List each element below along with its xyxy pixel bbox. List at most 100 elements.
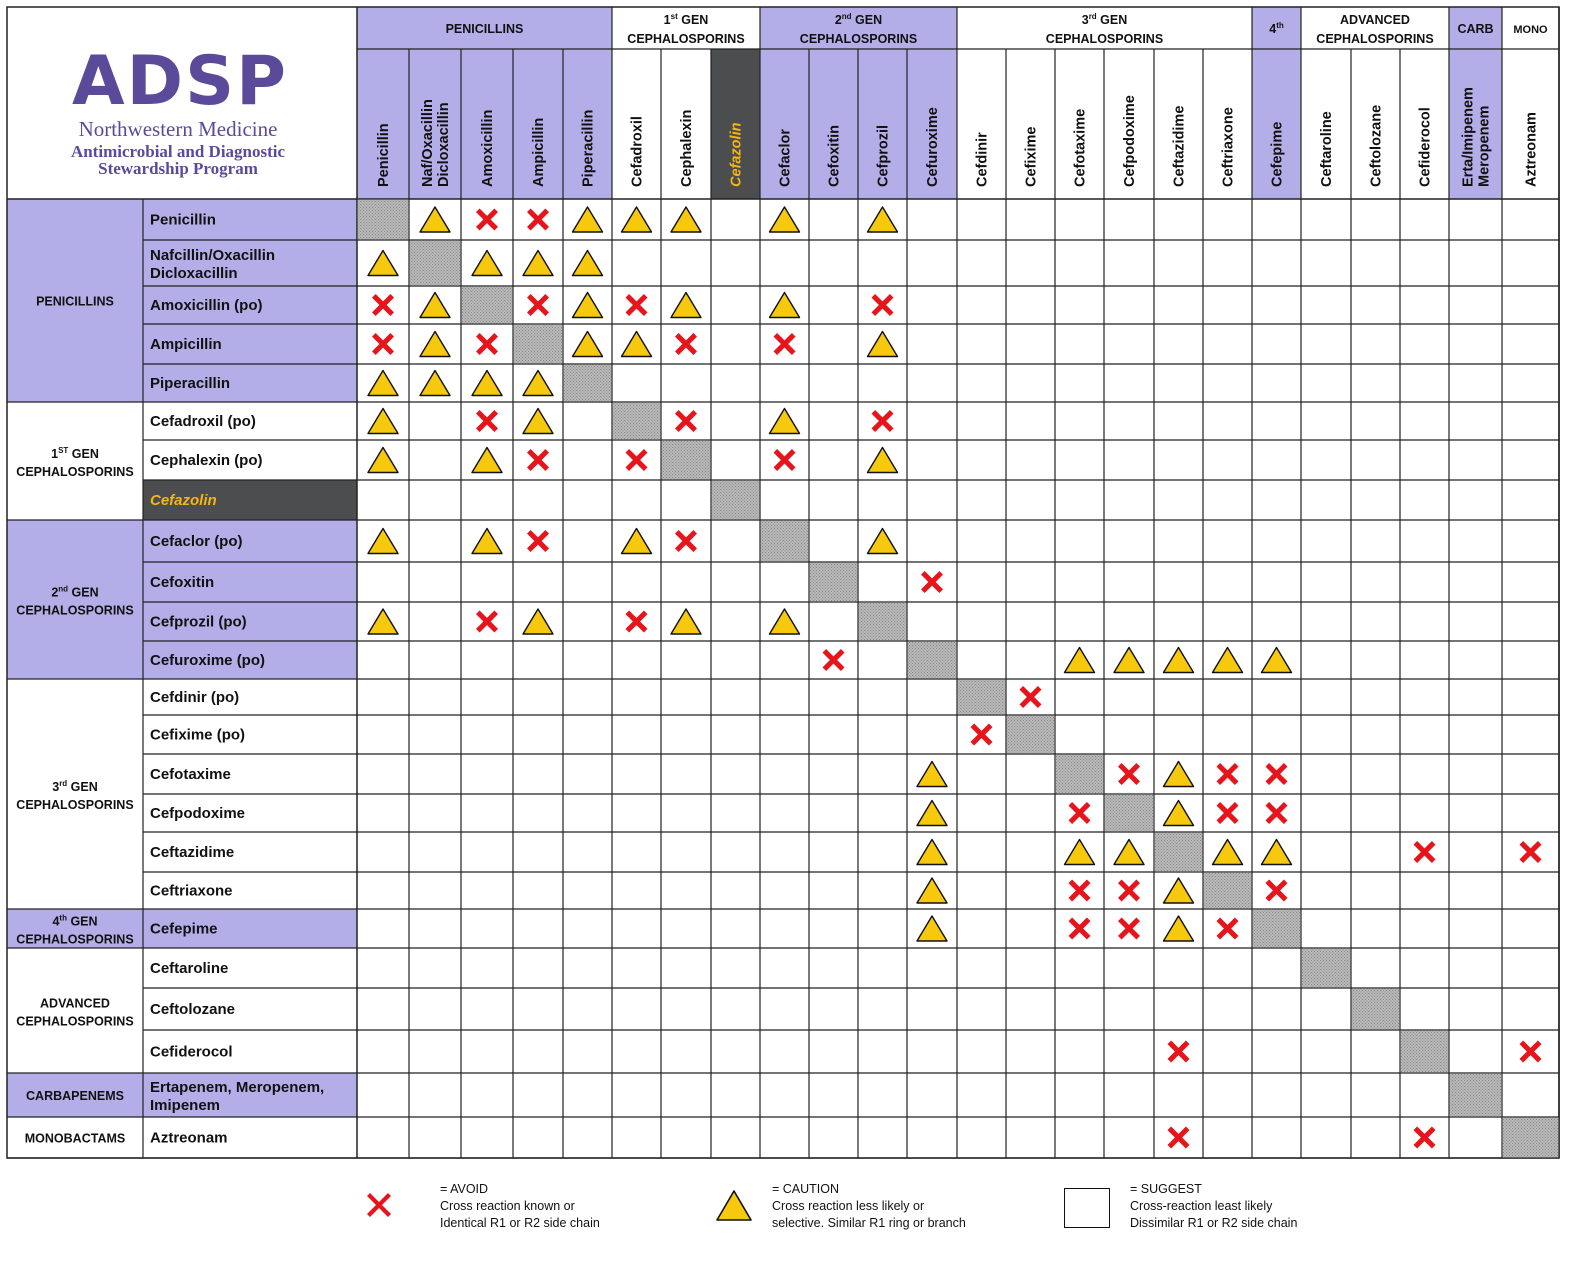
row-group-adv-label: ADVANCED bbox=[40, 997, 110, 1011]
avoid-icon bbox=[367, 1193, 391, 1217]
avoid-icon bbox=[773, 449, 796, 471]
col-header-0: Penicillin bbox=[376, 123, 392, 187]
row-group-pen-label: PENICILLINS bbox=[36, 295, 114, 309]
caution-icon bbox=[1113, 838, 1145, 866]
row-header-0: Penicillin bbox=[150, 212, 216, 229]
diagonal-cell bbox=[1301, 948, 1351, 988]
caution-icon bbox=[1162, 915, 1195, 942]
diagonal-cell bbox=[1104, 794, 1154, 832]
row-header-3: Ampicillin bbox=[150, 336, 222, 353]
row-group-g4-label: 4th GEN bbox=[52, 914, 97, 929]
caution-icon bbox=[620, 330, 653, 358]
caution-icon bbox=[916, 877, 948, 904]
caution-icon bbox=[1162, 799, 1195, 827]
avoid-icon bbox=[476, 610, 498, 633]
col-header-11: Cefuroxime bbox=[925, 107, 941, 187]
col-header-8: Cefaclor bbox=[778, 129, 794, 187]
caution-icon bbox=[571, 206, 604, 233]
avoid-icon bbox=[1265, 802, 1288, 824]
col-group-g2-label: 2nd GEN bbox=[835, 12, 882, 27]
col-group-g1-label: 1st GEN bbox=[664, 12, 709, 27]
caution-icon bbox=[866, 206, 899, 233]
legend-caution-line2: selective. Similar R1 ring or branch bbox=[772, 1216, 966, 1230]
caution-icon bbox=[1211, 646, 1244, 674]
col-group-pen-label: PENICILLINS bbox=[446, 22, 524, 36]
avoid-icon bbox=[1019, 686, 1042, 708]
caution-icon bbox=[419, 369, 451, 397]
avoid-icon bbox=[1216, 917, 1239, 940]
diagonal-cell bbox=[1351, 988, 1400, 1030]
diagonal-cell bbox=[1400, 1030, 1449, 1073]
caution-icon bbox=[670, 206, 702, 233]
caution-icon bbox=[419, 206, 451, 233]
avoid-icon bbox=[1413, 841, 1436, 863]
legend-suggest-title: = SUGGEST bbox=[1130, 1182, 1202, 1196]
caution-icon bbox=[768, 291, 801, 319]
col-header-20: Ceftolozane bbox=[1369, 105, 1385, 187]
row-header-1: Nafcillin/Oxacillin bbox=[150, 247, 275, 264]
caution-icon bbox=[1162, 760, 1195, 788]
avoid-icon bbox=[476, 333, 498, 355]
col-group-g3-label: 3rd GEN bbox=[1082, 12, 1128, 27]
caution-icon bbox=[571, 330, 604, 358]
avoid-icon bbox=[625, 449, 648, 471]
diagonal-cell bbox=[957, 679, 1006, 715]
avoid-icon bbox=[1216, 802, 1239, 824]
col-header-12: Cefdinir bbox=[975, 132, 991, 187]
row-header-6: Cephalexin (po) bbox=[150, 452, 263, 469]
col-header-10: Cefprozil bbox=[876, 125, 892, 187]
caution-icon bbox=[620, 206, 653, 233]
avoid-icon bbox=[625, 294, 648, 316]
col-header-17: Ceftriaxone bbox=[1221, 107, 1237, 187]
caution-icon bbox=[716, 1190, 752, 1221]
avoid-icon bbox=[1265, 879, 1288, 902]
caution-icon bbox=[670, 608, 702, 635]
avoid-icon bbox=[372, 333, 394, 355]
avoid-icon bbox=[822, 649, 845, 671]
avoid-icon bbox=[773, 333, 796, 355]
caution-icon bbox=[916, 760, 948, 788]
col-group-adv-label: ADVANCED bbox=[1340, 13, 1410, 27]
diagonal-cell bbox=[809, 562, 858, 602]
caution-icon bbox=[670, 291, 702, 319]
row-header-8: Cefaclor (po) bbox=[150, 533, 243, 550]
caution-icon bbox=[471, 369, 503, 397]
caution-icon bbox=[866, 446, 899, 474]
caution-icon bbox=[1113, 646, 1145, 674]
suggest-icon bbox=[1064, 1188, 1110, 1228]
col-header-21: Cefiderocol bbox=[1418, 107, 1434, 187]
row-group-g4-label-line2: CEPHALOSPORINS bbox=[16, 933, 133, 947]
logo-org-name: Northwestern Medicine bbox=[79, 117, 278, 141]
caution-icon bbox=[367, 407, 399, 435]
row-group-g2-label: 2nd GEN bbox=[51, 585, 98, 600]
avoid-icon bbox=[675, 530, 697, 552]
caution-icon bbox=[367, 369, 399, 397]
row-header-14: Cefotaxime bbox=[150, 766, 231, 783]
col-header-23: Aztreonam bbox=[1524, 112, 1540, 187]
col-header-22-line2: Meropenem bbox=[1477, 106, 1493, 187]
legend-caution-title: = CAUTION bbox=[772, 1182, 840, 1196]
row-group-adv-label-line2: CEPHALOSPORINS bbox=[16, 1015, 133, 1029]
diagonal-cell bbox=[1449, 1073, 1502, 1117]
avoid-icon bbox=[871, 410, 894, 432]
row-header-18: Cefepime bbox=[150, 921, 218, 938]
col-group-g2-label-line2: CEPHALOSPORINS bbox=[800, 32, 917, 46]
caution-icon bbox=[768, 206, 801, 233]
caution-icon bbox=[367, 249, 399, 277]
row-group-g3-label: 3rd GEN bbox=[52, 779, 98, 794]
diagonal-cell bbox=[1252, 909, 1301, 948]
row-group-g1-label: 1ST GEN bbox=[51, 446, 99, 461]
diagonal-cell bbox=[409, 240, 461, 286]
avoid-icon bbox=[1118, 763, 1140, 785]
row-header-22-line2: Imipenem bbox=[150, 1097, 220, 1114]
caution-icon bbox=[571, 291, 604, 319]
col-header-15: Cefpodoxime bbox=[1122, 95, 1138, 187]
diagonal-cell bbox=[858, 602, 907, 641]
col-header-13: Cefixime bbox=[1024, 127, 1040, 187]
avoid-icon bbox=[921, 571, 943, 593]
caution-icon bbox=[916, 799, 948, 827]
diagonal-cell bbox=[907, 641, 957, 679]
col-header-1: Naf/Oxacillin bbox=[420, 99, 436, 187]
caution-icon bbox=[522, 369, 554, 397]
logo-program-line2: Stewardship Program bbox=[98, 159, 258, 178]
